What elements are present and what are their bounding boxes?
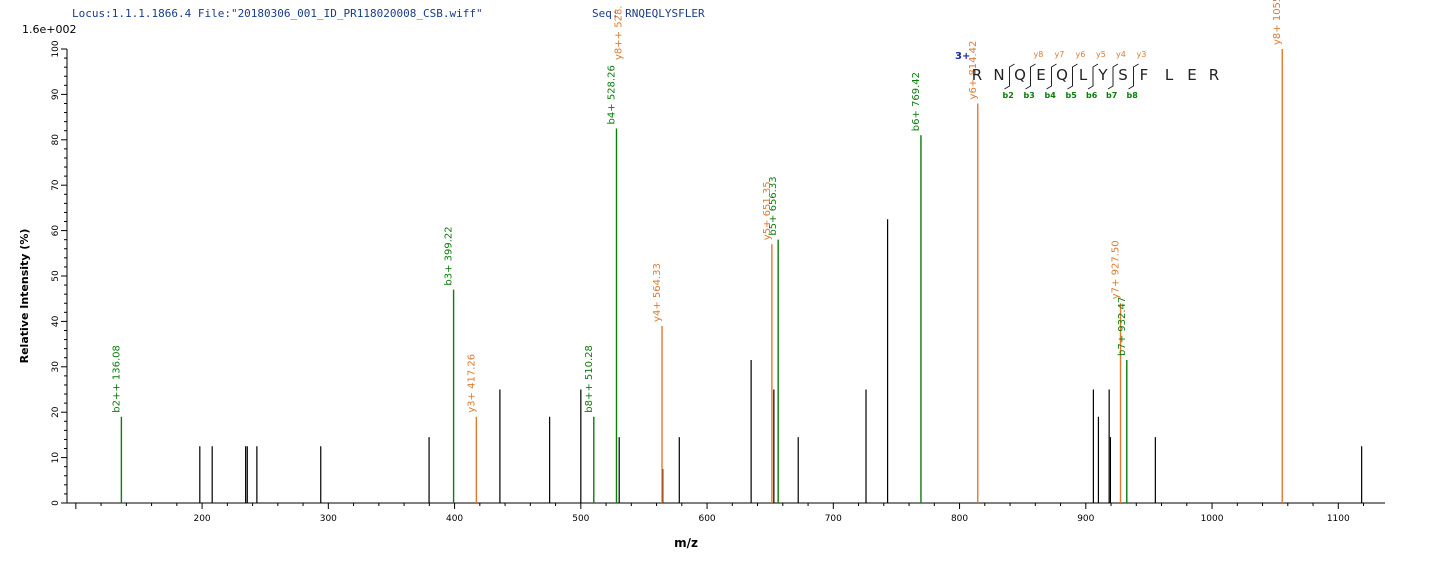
residue-letter: E <box>1036 66 1045 84</box>
residue-letter: Q <box>1056 66 1068 84</box>
residue-letter: S <box>1118 66 1128 84</box>
residue-letter: F <box>1140 66 1149 84</box>
header-locus: Locus:1.1.1.1866.4 File:"20180306_001_ID… <box>72 7 483 20</box>
residue-letter: N <box>993 66 1004 84</box>
y-tick-label: 90 <box>51 88 61 100</box>
peak-label: y6+ 814.42 <box>968 41 979 100</box>
residue-letter: Q <box>1014 66 1026 84</box>
peak-label: y7+ 927.50 <box>1111 240 1122 299</box>
residue-letter: R <box>1209 66 1219 84</box>
residue-letter: Y <box>1097 66 1108 84</box>
y-axis-title: Relative Intensity (%) <box>18 229 31 364</box>
peak-label: y3+ 417.26 <box>466 354 477 413</box>
y-ion-label: y7 <box>1055 50 1065 59</box>
x-tick-label: 800 <box>951 514 968 524</box>
x-tick-label: 400 <box>446 514 463 524</box>
residue-letter: R <box>972 66 982 84</box>
charge-state: 3+ <box>955 51 970 62</box>
peak-label: b3+ 399.22 <box>444 226 455 285</box>
x-tick-label: 700 <box>825 514 842 524</box>
axes: 200 300 400 500 600 700 800 900 1000 1100 0 10 20 30 4… <box>18 40 1385 550</box>
residue-letter: L <box>1165 66 1174 84</box>
cleavage-bracket <box>1128 63 1139 90</box>
intensity-scale: 1.6e+002 <box>22 23 77 36</box>
x-tick-label: 500 <box>572 514 589 524</box>
peak-label: b6+ 769.42 <box>911 72 922 131</box>
peak-label: b8++ 510.28 <box>584 345 595 413</box>
b-ion-label: b7 <box>1106 91 1117 100</box>
y-tick-label: 60 <box>51 225 61 237</box>
b-ion-label: b8 <box>1127 91 1139 100</box>
y-tick-label: 0 <box>51 500 61 506</box>
residue-letter: L <box>1079 66 1088 84</box>
peak-label: b2++ 136.08 <box>111 345 122 413</box>
peak-label: b7+ 932.47 <box>1117 297 1128 356</box>
y-tick-label: 30 <box>51 361 61 373</box>
y-ion-label: y5 <box>1096 50 1106 59</box>
y-ion-label: y3 <box>1137 50 1147 59</box>
y-tick-label: 80 <box>51 134 61 146</box>
y-tick-label: 40 <box>51 315 61 327</box>
peak-label: y5+ 651.35 <box>762 181 773 240</box>
y-tick-label: 100 <box>51 40 61 57</box>
cleavage-bracket <box>1107 63 1119 90</box>
y-tick-label: 10 <box>51 452 61 464</box>
residue-letter: E <box>1187 66 1196 84</box>
spectrum-peaks <box>120 49 1363 503</box>
x-tick-label: 1100 <box>1327 514 1350 524</box>
y-tick-label: 20 <box>51 406 61 418</box>
x-tick-label: 1000 <box>1201 514 1224 524</box>
b-ion-label: b4 <box>1045 91 1057 100</box>
cleavage-bracket <box>1067 63 1078 90</box>
header-sequence: Seq: RNQEQLYSFLER <box>592 7 705 20</box>
cleavage-bracket <box>1046 63 1057 90</box>
y-tick-label: 50 <box>51 270 61 282</box>
x-tick-label: 600 <box>698 514 715 524</box>
b-ion-label: b5 <box>1066 91 1078 100</box>
cleavage-bracket <box>1025 63 1036 90</box>
y-tick-label: 70 <box>51 179 61 191</box>
y-ion-label: y8 <box>1034 50 1044 59</box>
x-tick-label: 900 <box>1077 514 1094 524</box>
peak-labels: b2++ 136.08 b3+ 399.22 b8++ 510.28 b4+ 528.… <box>111 0 1283 413</box>
cleavage-bracket <box>1004 63 1015 90</box>
peak-label: y8+ 1055.60 <box>1272 0 1283 45</box>
b-ion-label: b6 <box>1086 91 1098 100</box>
y-ion-label: y4 <box>1116 50 1126 59</box>
y-ion-label: y6 <box>1076 50 1086 59</box>
x-tick-label: 200 <box>193 514 210 524</box>
cleavage-bracket <box>1087 63 1099 90</box>
peak-label-clipped: y8++ 528. <box>613 6 624 60</box>
peak-label: y4+ 564.33 <box>652 263 663 322</box>
peak-label: b4+ 528.26 <box>606 65 617 124</box>
x-axis-title: m/z <box>674 536 698 550</box>
x-tick-label: 300 <box>320 514 337 524</box>
b-ion-label: b2 <box>1003 91 1014 100</box>
peak-label: b5+ 656.33 <box>768 176 779 235</box>
b-ion-label: b3 <box>1024 91 1035 100</box>
